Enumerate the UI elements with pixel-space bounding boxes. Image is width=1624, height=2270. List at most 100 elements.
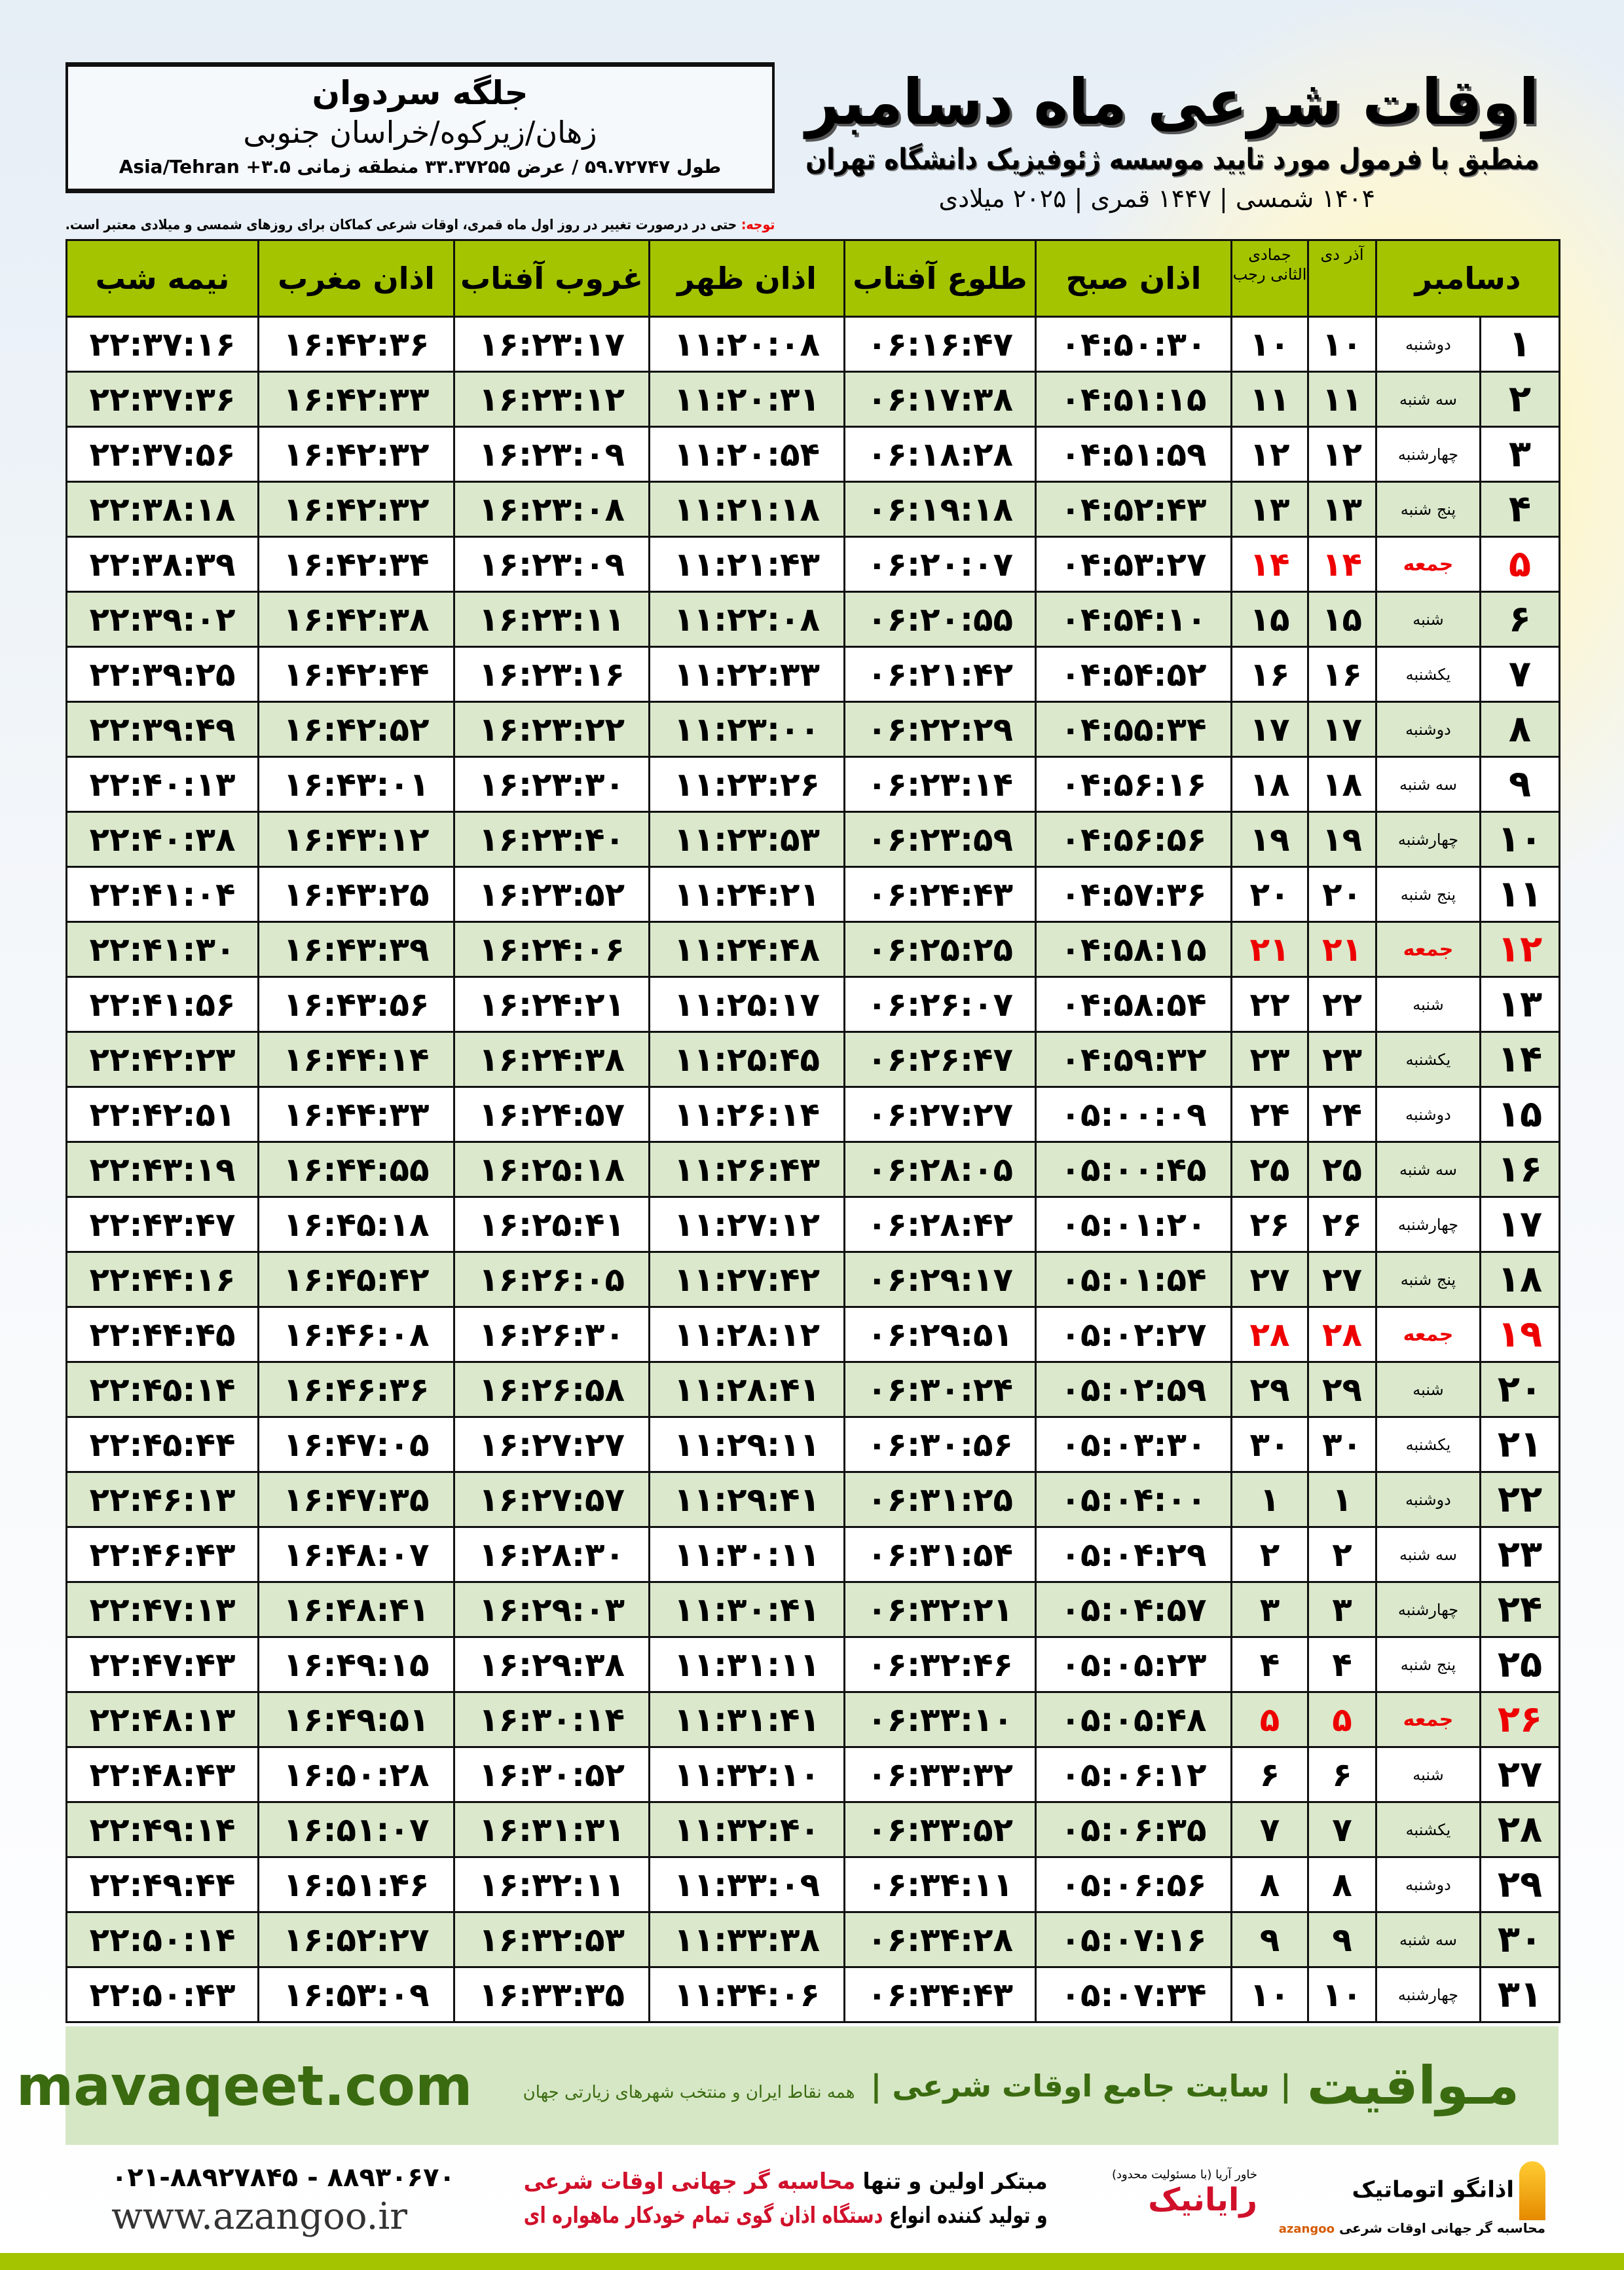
table-row: ۱۰ چهارشنبه ۱۹ ۱۹ ۰۴:۵۶:۵۶ ۰۶:۲۳:۵۹ ۱۱:۲۳:۵۳ ۱۶… xyxy=(65,811,1560,868)
rayanik-logo: خاور آریا (با مسئولیت محدود) رایانیک xyxy=(1074,2168,1257,2218)
header-ghorub: غروب آفتاب xyxy=(453,239,650,318)
slogan-sub: همه نقاط ایران و منتخب شهرهای زیارتی جها… xyxy=(523,2082,855,2102)
tolu-time: ۰۶:۳۰:۲۴ xyxy=(843,1361,1037,1418)
nimeh-time: ۲۲:۴۳:۴۷ xyxy=(65,1196,259,1253)
weekday: سه شنبه xyxy=(1375,1141,1481,1198)
ghorub-time: ۱۶:۲۳:۱۲ xyxy=(453,371,650,428)
header-nimeh: نیمه شب xyxy=(65,239,259,318)
zohr-time: ۱۱:۲۸:۱۲ xyxy=(648,1306,845,1363)
ghorub-time: ۱۶:۲۷:۵۷ xyxy=(453,1471,650,1528)
dey-day: ۲۵ xyxy=(1307,1141,1377,1198)
weekday: شنبه xyxy=(1375,976,1481,1033)
dey-day: ۱۰ xyxy=(1307,1966,1377,2023)
sobh-time: ۰۵:۰۱:۵۴ xyxy=(1035,1251,1232,1308)
maghrib-time: ۱۶:۵۲:۲۷ xyxy=(257,1911,455,1968)
table-row: ۶ شنبه ۱۵ ۱۵ ۰۴:۵۴:۱۰ ۰۶:۲۰:۵۵ ۱۱:۲۲:۰۸ ۱۶:۲۳:۱… xyxy=(65,591,1560,648)
table-row: ۱ دوشنبه ۱۰ ۱۰ ۰۴:۵۰:۳۰ ۰۶:۱۶:۴۷ ۱۱:۲۰:۰۸ ۱۶:۲۳… xyxy=(65,316,1560,373)
sobh-time: ۰۵:۰۴:۰۰ xyxy=(1035,1471,1232,1528)
azangoo-link[interactable]: www.azangoo.ir xyxy=(111,2195,408,2238)
maghrib-time: ۱۶:۴۸:۰۷ xyxy=(257,1526,455,1583)
zohr-time: ۱۱:۲۷:۱۲ xyxy=(648,1196,845,1253)
rajab-day: ۸ xyxy=(1230,1856,1309,1913)
page-subtitle-line: منطبق با فرمول مورد تایید موسسه ژئوفیزیک… xyxy=(805,141,1539,178)
dey-day: ۱۷ xyxy=(1307,701,1377,758)
maghrib-time: ۱۶:۴۴:۳۳ xyxy=(257,1086,455,1143)
weekday: یکشنبه xyxy=(1375,646,1481,703)
rajab-day: ۲۲ xyxy=(1230,976,1309,1033)
ghorub-time: ۱۶:۲۴:۰۶ xyxy=(453,921,650,978)
sobh-time: ۰۵:۰۵:۲۳ xyxy=(1035,1636,1232,1693)
rayanik-text: رایانیک xyxy=(1148,2182,1257,2218)
nimeh-time: ۲۲:۴۴:۱۶ xyxy=(65,1251,259,1308)
ghorub-time: ۱۶:۲۳:۳۰ xyxy=(453,756,650,813)
maghrib-time: ۱۶:۵۱:۰۷ xyxy=(257,1801,455,1858)
ghorub-time: ۱۶:۲۳:۲۲ xyxy=(453,701,650,758)
ghorub-time: ۱۶:۲۳:۰۸ xyxy=(453,481,650,538)
day-number: ۲۱ xyxy=(1479,1416,1560,1473)
weekday: پنج شنبه xyxy=(1375,1636,1481,1693)
header-sobh: اذان صبح xyxy=(1035,239,1232,318)
location-box: جلگه سردوان زهان/زیرکوه/خراسان جنوبی طول… xyxy=(65,62,775,193)
tolu-time: ۰۶:۲۱:۴۲ xyxy=(843,646,1037,703)
rajab-day: ۳ xyxy=(1230,1581,1309,1638)
maghrib-time: ۱۶:۴۴:۱۴ xyxy=(257,1031,455,1088)
table-row: ۲۹ دوشنبه ۸ ۸ ۰۵:۰۶:۵۶ ۰۶:۳۴:۱۱ ۱۱:۳۳:۰۹ ۱۶:۳۲:… xyxy=(65,1856,1560,1913)
weekday: پنج شنبه xyxy=(1375,866,1481,923)
ghorub-time: ۱۶:۲۳:۱۷ xyxy=(453,316,650,373)
sobh-time: ۰۵:۰۴:۲۹ xyxy=(1035,1526,1232,1583)
site-link[interactable]: mavaqeet.com xyxy=(16,2053,473,2118)
sobh-time: ۰۴:۵۴:۵۲ xyxy=(1035,646,1232,703)
sobh-time: ۰۴:۵۱:۵۹ xyxy=(1035,426,1232,483)
table-row: ۱۷ چهارشنبه ۲۶ ۲۶ ۰۵:۰۱:۲۰ ۰۶:۲۸:۴۲ ۱۱:۲۷:۱۲ ۱۶… xyxy=(65,1196,1560,1253)
nimeh-time: ۲۲:۴۲:۵۱ xyxy=(65,1086,259,1143)
rajab-day: ۶ xyxy=(1230,1746,1309,1803)
tolu-time: ۰۶:۲۳:۵۹ xyxy=(843,811,1037,868)
dey-day: ۲۳ xyxy=(1307,1031,1377,1088)
sobh-time: ۰۴:۵۱:۱۵ xyxy=(1035,371,1232,428)
table-row: ۲۸ یکشنبه ۷ ۷ ۰۵:۰۶:۳۵ ۰۶:۳۳:۵۲ ۱۱:۳۲:۴۰ ۱۶:۳۱:… xyxy=(65,1801,1560,1858)
ghorub-time: ۱۶:۲۴:۳۸ xyxy=(453,1031,650,1088)
weekday: یکشنبه xyxy=(1375,1416,1481,1473)
rajab-day: ۲۸ xyxy=(1230,1306,1309,1363)
maghrib-time: ۱۶:۴۲:۵۲ xyxy=(257,701,455,758)
tolu-time: ۰۶:۲۰:۰۷ xyxy=(843,536,1037,593)
sobh-time: ۰۴:۵۰:۳۰ xyxy=(1035,316,1232,373)
rajab-day: ۲۷ xyxy=(1230,1251,1309,1308)
dey-day: ۲۱ xyxy=(1307,921,1377,978)
tolu-time: ۰۶:۲۲:۲۹ xyxy=(843,701,1037,758)
zohr-time: ۱۱:۳۲:۴۰ xyxy=(648,1801,845,1858)
day-number: ۱ xyxy=(1479,316,1560,373)
ghorub-time: ۱۶:۲۵:۴۱ xyxy=(453,1196,650,1253)
sobh-time: ۰۵:۰۷:۳۴ xyxy=(1035,1966,1232,2023)
tolu-time: ۰۶:۲۸:۴۲ xyxy=(843,1196,1037,1253)
sobh-time: ۰۴:۵۴:۱۰ xyxy=(1035,591,1232,648)
zohr-time: ۱۱:۲۵:۱۷ xyxy=(648,976,845,1033)
day-number: ۵ xyxy=(1479,536,1560,593)
nimeh-time: ۲۲:۴۷:۴۳ xyxy=(65,1636,259,1693)
tolu-time: ۰۶:۳۳:۳۲ xyxy=(843,1746,1037,1803)
weekday: یکشنبه xyxy=(1375,1801,1481,1858)
day-number: ۱۶ xyxy=(1479,1141,1560,1198)
table-row: ۲۵ پنج شنبه ۴ ۴ ۰۵:۰۵:۲۳ ۰۶:۳۲:۴۶ ۱۱:۳۱:۱۱ ۱۶:۲… xyxy=(65,1636,1560,1693)
sobh-time: ۰۵:۰۰:۰۹ xyxy=(1035,1086,1232,1143)
phone-numbers: ۰۲۱-۸۸۹۲۷۸۴۵ - ۸۸۹۳۰۶۷۰ xyxy=(111,2163,455,2193)
ghorub-time: ۱۶:۲۳:۱۱ xyxy=(453,591,650,648)
location-name: جلگه سردوان xyxy=(312,74,528,112)
zohr-time: ۱۱:۳۳:۰۹ xyxy=(648,1856,845,1913)
weekday: چهارشنبه xyxy=(1375,426,1481,483)
sobh-time: ۰۵:۰۳:۳۰ xyxy=(1035,1416,1232,1473)
dey-day: ۱ xyxy=(1307,1471,1377,1528)
maghrib-time: ۱۶:۴۸:۴۱ xyxy=(257,1581,455,1638)
table-row: ۲۴ چهارشنبه ۳ ۳ ۰۵:۰۴:۵۷ ۰۶:۳۲:۲۱ ۱۱:۳۰:۴۱ ۱۶:۲… xyxy=(65,1581,1560,1638)
day-number: ۸ xyxy=(1479,701,1560,758)
nimeh-time: ۲۲:۴۳:۱۹ xyxy=(65,1141,259,1198)
day-number: ۲۸ xyxy=(1479,1801,1560,1858)
weekday: یکشنبه xyxy=(1375,1031,1481,1088)
nimeh-time: ۲۲:۴۱:۵۶ xyxy=(65,976,259,1033)
day-number: ۲۰ xyxy=(1479,1361,1560,1418)
rayanik-sub: خاور آریا (با مسئولیت محدود) xyxy=(1111,2168,1257,2182)
tolu-time: ۰۶:۲۵:۲۵ xyxy=(843,921,1037,978)
rajab-day: ۲۹ xyxy=(1230,1361,1309,1418)
weekday: چهارشنبه xyxy=(1375,1196,1481,1253)
zohr-time: ۱۱:۲۴:۴۸ xyxy=(648,921,845,978)
